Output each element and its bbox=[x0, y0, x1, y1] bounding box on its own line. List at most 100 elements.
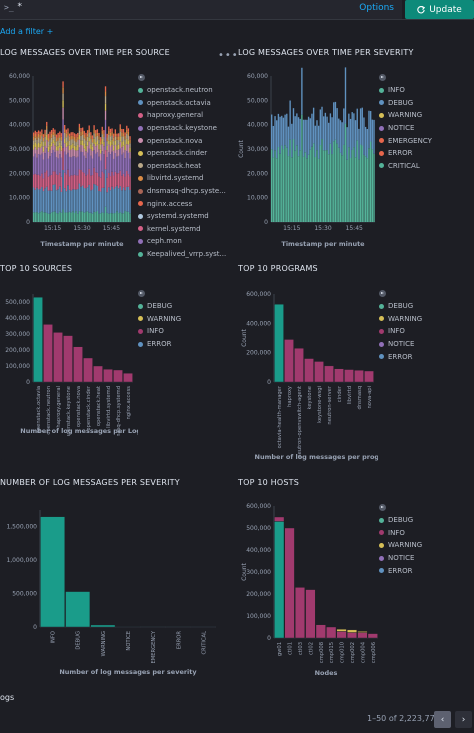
bar-segment bbox=[65, 147, 67, 155]
legend-item[interactable]: ceph.mon bbox=[138, 235, 226, 248]
legend-item[interactable]: openstack.keystone bbox=[138, 122, 226, 135]
bar-segment bbox=[42, 191, 45, 213]
legend-item[interactable]: Keepalived_vrrp.syst... bbox=[138, 248, 226, 261]
update-button[interactable]: Update bbox=[405, 0, 474, 19]
bar-segment bbox=[113, 188, 115, 214]
legend-toggle-icon[interactable] bbox=[379, 74, 386, 81]
legend-item[interactable]: ERROR bbox=[379, 564, 422, 577]
bar-segment bbox=[55, 190, 58, 214]
legend-item[interactable]: NOTICE bbox=[379, 122, 432, 135]
legend-label: openstack.cinder bbox=[147, 149, 208, 158]
legend-item[interactable]: systemd.systemd bbox=[138, 210, 226, 223]
legend-item[interactable]: DEBUG bbox=[379, 97, 432, 110]
legend-item[interactable]: openstack.heat bbox=[138, 160, 226, 173]
legend-item[interactable]: dnsmasq-dhcp.syste... bbox=[138, 185, 226, 198]
bar-segment bbox=[37, 137, 40, 143]
bar-segment bbox=[346, 159, 348, 222]
legend-label: INFO bbox=[388, 528, 405, 537]
legend-item[interactable]: INFO bbox=[379, 84, 432, 97]
options-link[interactable]: Options bbox=[359, 3, 394, 13]
bar-segment bbox=[50, 146, 53, 154]
bar-segment bbox=[321, 139, 323, 222]
bar-segment bbox=[44, 133, 46, 137]
legend-label: Keepalived_vrrp.syst... bbox=[147, 250, 227, 259]
bar-segment bbox=[101, 134, 103, 139]
y-tick-label: 200,000 bbox=[5, 347, 30, 354]
legend-item[interactable]: DEBUG bbox=[138, 300, 181, 313]
legend-item[interactable]: haproxy.general bbox=[138, 109, 226, 122]
bar-segment bbox=[103, 130, 105, 134]
bar-segment bbox=[88, 141, 90, 149]
panel-options-icon[interactable]: ••• bbox=[218, 50, 239, 61]
legend-item[interactable]: ERROR bbox=[138, 338, 181, 351]
legend-item[interactable]: WARNING bbox=[379, 539, 422, 552]
y-axis-label: Count bbox=[241, 328, 248, 346]
bar-segment bbox=[346, 127, 348, 160]
bar-segment bbox=[307, 116, 310, 155]
bar-segment bbox=[311, 146, 313, 222]
legend-item[interactable]: openstack.cinder bbox=[138, 147, 226, 160]
legend-item[interactable]: kernel.systemd bbox=[138, 223, 226, 236]
legend-item[interactable]: INFO bbox=[379, 527, 422, 540]
query-text[interactable]: * bbox=[17, 2, 23, 12]
legend-item[interactable]: INFO bbox=[379, 325, 422, 338]
bar-segment bbox=[62, 147, 64, 170]
bar-segment bbox=[272, 125, 275, 158]
legend-top-hosts: DEBUG INFO WARNING NOTICE ERROR bbox=[379, 504, 422, 577]
prev-page-button[interactable]: ‹ bbox=[434, 711, 451, 728]
legend-item[interactable]: openstack.neutron bbox=[138, 84, 226, 97]
legend-item[interactable]: NOTICE bbox=[379, 338, 422, 351]
bar-segment bbox=[42, 146, 45, 152]
bar-segment bbox=[41, 141, 43, 147]
legend-item[interactable]: INFO bbox=[138, 325, 181, 338]
bar-segment bbox=[111, 139, 113, 145]
bar-segment bbox=[78, 183, 81, 212]
bar-segment bbox=[39, 131, 41, 135]
legend-item[interactable]: NOTICE bbox=[379, 552, 422, 565]
next-page-button[interactable]: › bbox=[455, 711, 472, 728]
legend-item[interactable]: ERROR bbox=[379, 147, 432, 160]
bar-segment bbox=[75, 175, 77, 190]
legend-item[interactable]: WARNING bbox=[379, 313, 422, 326]
bar-segment bbox=[54, 145, 56, 152]
legend-item[interactable]: libvirtd.systemd bbox=[138, 172, 226, 185]
bar-segment bbox=[111, 144, 113, 152]
legend-item[interactable]: openstack.octavia bbox=[138, 97, 226, 110]
bar-segment bbox=[75, 157, 77, 176]
bar-segment bbox=[47, 151, 50, 159]
legend-label: haproxy.general bbox=[147, 111, 204, 120]
bar-segment bbox=[101, 151, 103, 172]
legend-item[interactable]: CRITICAL bbox=[379, 160, 432, 173]
bar-segment bbox=[311, 113, 313, 147]
bar-segment bbox=[54, 129, 56, 134]
legend-item[interactable]: DEBUG bbox=[379, 514, 422, 527]
legend-toggle-icon[interactable] bbox=[379, 290, 386, 297]
legend-item[interactable]: WARNING bbox=[138, 313, 181, 326]
bar-segment bbox=[88, 168, 90, 185]
bar-segment bbox=[323, 116, 325, 151]
bar-segment bbox=[366, 128, 368, 159]
x-tick-label: octavia-health-manager bbox=[277, 385, 283, 448]
bar-segment bbox=[279, 116, 281, 154]
bar-segment bbox=[371, 149, 374, 222]
legend-toggle-icon[interactable] bbox=[379, 504, 386, 511]
legend-item[interactable]: nginx.access bbox=[138, 197, 226, 210]
legend-toggle-icon[interactable] bbox=[138, 290, 145, 297]
legend-item[interactable]: ERROR bbox=[379, 350, 422, 363]
legend-item[interactable]: DEBUG bbox=[379, 300, 422, 313]
bar-segment bbox=[126, 211, 128, 222]
legend-item[interactable]: EMERGENCY bbox=[379, 134, 432, 147]
bar-segment bbox=[34, 147, 36, 154]
bar-segment bbox=[349, 118, 352, 158]
bar-segment bbox=[64, 151, 66, 173]
legend-item[interactable]: openstack.nova bbox=[138, 134, 226, 147]
add-filter-link[interactable]: Add a filter + bbox=[0, 27, 54, 36]
legend-item[interactable]: WARNING bbox=[379, 109, 432, 122]
legend-toggle-icon[interactable] bbox=[138, 74, 145, 81]
search-input[interactable]: >_ * Options bbox=[0, 0, 402, 19]
bar-segment bbox=[104, 96, 107, 104]
bar-segment bbox=[49, 149, 51, 157]
bar-segment bbox=[351, 112, 353, 150]
x-tick-label: openstack.cinder bbox=[86, 385, 92, 430]
bar-segment bbox=[292, 108, 295, 140]
